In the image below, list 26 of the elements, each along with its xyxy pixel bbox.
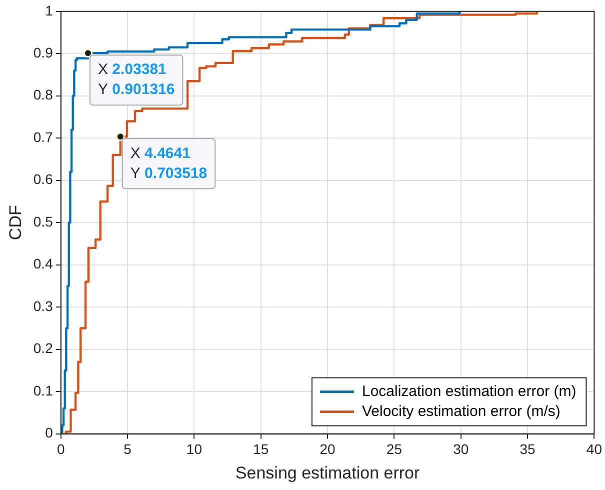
x-tick-label: 0 (56, 441, 65, 458)
y-tick-label: 0.7 (33, 128, 54, 145)
x-tick-label: 15 (253, 441, 269, 458)
x-tick-label: 40 (586, 441, 602, 458)
x-tick-label: 35 (520, 441, 536, 458)
y-tick-label: 0 (45, 424, 54, 441)
y-tick-label: 0.8 (33, 86, 54, 103)
legend-label: Localization estimation error (m) (362, 382, 576, 400)
y-tick-label: 0.6 (33, 171, 54, 188)
y-tick-label: 0.4 (33, 256, 54, 272)
y-tick-label: 0.3 (33, 298, 54, 314)
legend-label: Velocity estimation error (m/s) (362, 402, 560, 420)
x-tick-label: 25 (386, 441, 402, 458)
y-tick-label: 0.2 (33, 340, 54, 356)
y-tick-label: 0.9 (33, 44, 54, 60)
annotation: X 2.03381 Y 0.901316 (98, 61, 175, 98)
y-axis-title: CDF (6, 205, 25, 240)
x-tick-label: 20 (320, 441, 336, 458)
x-axis-title: Sensing estimation error (235, 463, 420, 482)
y-tick-label: 1 (45, 2, 54, 18)
annotation: X 4.4641 Y 0.703518 (130, 144, 208, 182)
x-tick-label: 10 (186, 441, 202, 458)
x-tick-label: 30 (453, 441, 469, 458)
x-tick-label: 5 (124, 441, 132, 458)
y-tick-label: 0.1 (33, 382, 54, 398)
y-tick-label: 0.5 (33, 213, 54, 230)
